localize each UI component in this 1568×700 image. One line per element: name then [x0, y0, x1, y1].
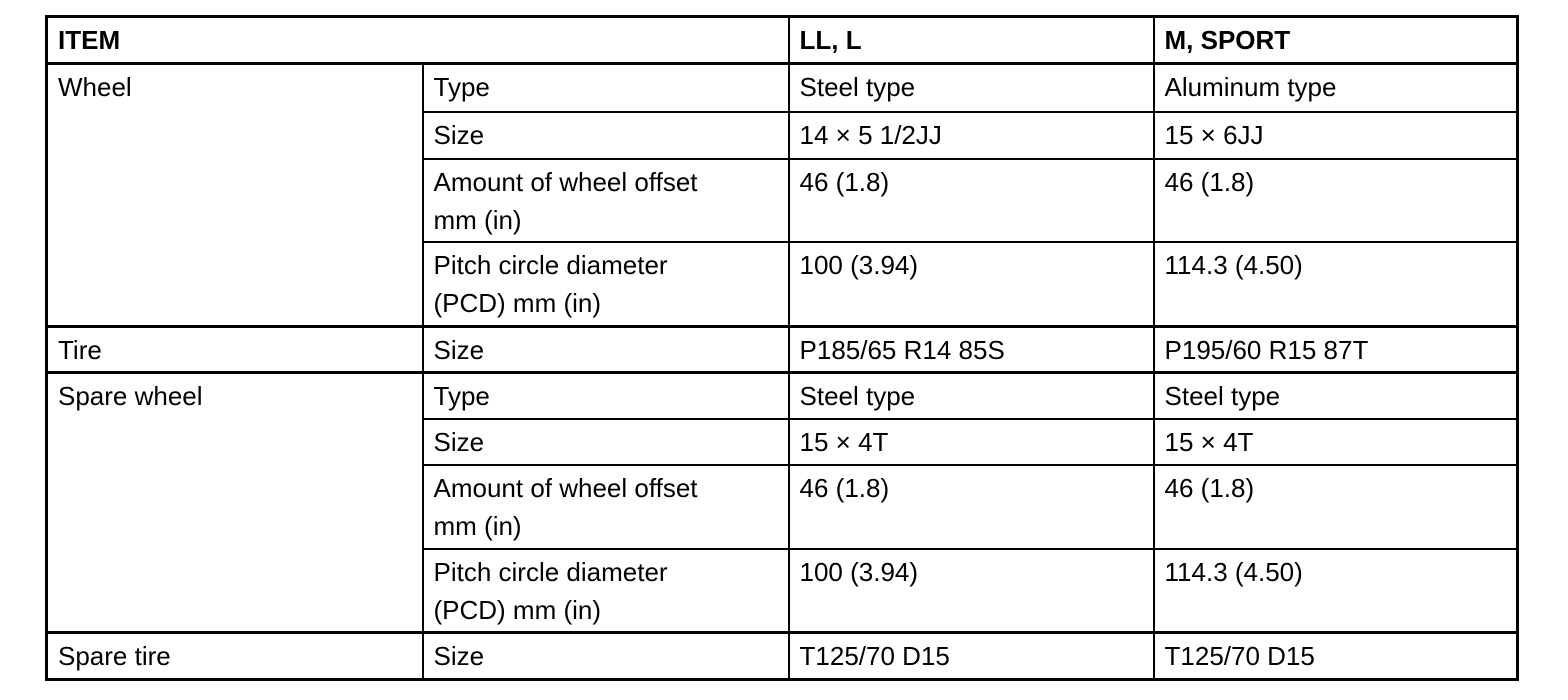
value-cell-ll-l: 46 (1.8): [787, 463, 1155, 550]
table-row: Wheel Type Steel type Aluminum type: [45, 62, 1519, 328]
value-cell-m-sport: P195/60 R15 87T: [1152, 325, 1519, 374]
value-cell-m-sport: Aluminum type: [1152, 62, 1519, 113]
attr-label-line2: (PCD) mm (in): [433, 594, 602, 625]
attr-cell: Amount of wheel offset mm (in): [421, 463, 790, 550]
attr-cell: Amount of wheel offset mm (in): [421, 157, 790, 243]
header-m-sport: M, SPORT: [1152, 15, 1519, 65]
value-cell-m-sport: 114.3 (4.50): [1152, 240, 1519, 328]
value-cell-m-sport: T125/70 D15: [1152, 631, 1519, 681]
table-row: Pitch circle diameter (PCD) mm (in) 100 …: [47, 547, 1519, 634]
item-cell-tire: Tire: [45, 325, 424, 374]
header-item: ITEM: [45, 15, 790, 65]
value-cell-ll-l: 100 (3.94): [787, 547, 1155, 634]
attr-label: Size: [433, 335, 485, 365]
value-cell-m-sport: 114.3 (4.50): [1152, 547, 1519, 634]
table-row: Amount of wheel offset mm (in) 46 (1.8) …: [47, 157, 1519, 243]
attr-cell: Type: [421, 62, 790, 113]
attr-label-line2: mm (in): [433, 204, 522, 235]
value-cell-m-sport: 46 (1.8): [1152, 463, 1519, 550]
attr-cell: Pitch circle diameter (PCD) mm (in): [421, 240, 790, 328]
attr-label: Type: [433, 381, 490, 411]
attr-label-line1: Pitch circle diameter: [433, 556, 668, 587]
attr-label-line2: mm (in): [433, 510, 522, 541]
value-cell-m-sport: 46 (1.8): [1152, 157, 1519, 243]
value-cell-m-sport: Steel type: [1152, 371, 1519, 420]
table-row: Spare tire Size T125/70 D15 T125/70 D15: [45, 631, 1519, 681]
table-row: Spare wheel Type Steel type Steel type: [45, 371, 1519, 634]
attr-cell: Pitch circle diameter (PCD) mm (in): [421, 547, 790, 634]
wheel-tire-spec-table: ITEM LL, L M, SPORT Wheel Type Steel typ…: [45, 15, 1520, 681]
table-row: Size 14 × 5 1/2JJ 15 × 6JJ: [47, 110, 1519, 160]
value-cell-ll-l: Steel type: [787, 62, 1155, 113]
header-ll-l: LL, L: [787, 15, 1155, 65]
item-cell-spare-tire: Spare tire: [45, 631, 424, 681]
table-header-row: ITEM LL, L M, SPORT: [45, 15, 1519, 65]
table-row: Tire Size P185/65 R14 85S P195/60 R15 87…: [45, 325, 1519, 374]
attr-label-line1: Pitch circle diameter: [433, 249, 668, 280]
value-cell-ll-l: 15 × 4T: [787, 417, 1155, 466]
attr-label-line1: Amount of wheel offset: [433, 472, 698, 503]
value-cell-ll-l: 100 (3.94): [787, 240, 1155, 328]
value-cell-m-sport: 15 × 4T: [1152, 417, 1519, 466]
value-cell-ll-l: 14 × 5 1/2JJ: [787, 110, 1155, 160]
attr-label: Size: [433, 426, 485, 457]
attr-cell: Type: [421, 371, 790, 420]
table-row: Amount of wheel offset mm (in) 46 (1.8) …: [47, 463, 1519, 550]
value-cell-m-sport: 15 × 6JJ: [1152, 110, 1519, 160]
attr-cell: Size: [421, 631, 790, 681]
attr-label: Size: [433, 641, 485, 671]
item-cell-wheel: Wheel: [45, 62, 424, 328]
attr-cell: Size: [421, 417, 790, 466]
value-cell-ll-l: T125/70 D15: [787, 631, 1155, 681]
table-row: Pitch circle diameter (PCD) mm (in) 100 …: [47, 240, 1519, 328]
attr-label-line2: (PCD) mm (in): [433, 287, 602, 318]
attr-label-line1: Amount of wheel offset: [433, 166, 698, 197]
value-cell-ll-l: Steel type: [787, 371, 1155, 420]
attr-label: Type: [433, 72, 490, 102]
attr-cell: Size: [421, 325, 790, 374]
value-cell-ll-l: P185/65 R14 85S: [787, 325, 1155, 374]
value-cell-ll-l: 46 (1.8): [787, 157, 1155, 243]
table-row: Size 15 × 4T 15 × 4T: [47, 417, 1519, 466]
item-cell-spare-wheel: Spare wheel: [45, 371, 424, 634]
attr-label: Size: [433, 119, 485, 150]
attr-cell: Size: [421, 110, 790, 160]
